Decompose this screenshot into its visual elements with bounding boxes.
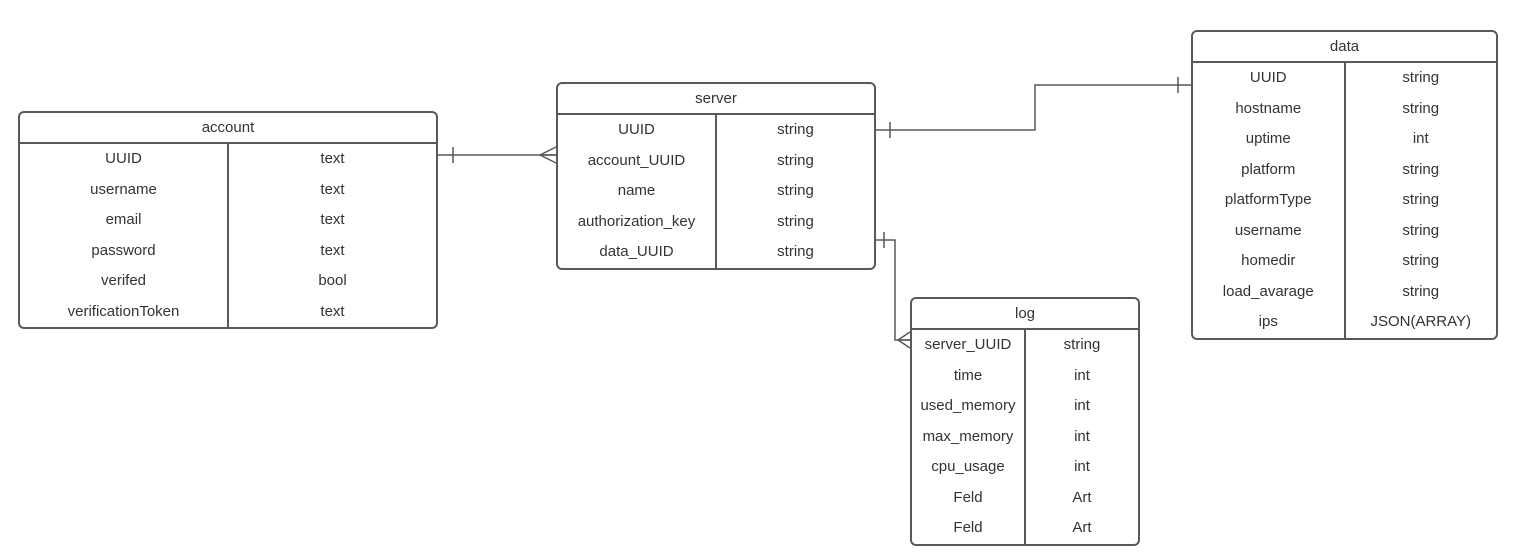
entity-title: data — [1193, 32, 1496, 63]
field-name: homedir — [1193, 246, 1344, 277]
field-type: string — [1346, 63, 1497, 94]
field-name: UUID — [1193, 63, 1344, 94]
field-name: used_memory — [912, 391, 1024, 422]
entity-log-types: string int int int int Art Art — [1026, 330, 1138, 544]
field-name: platformType — [1193, 185, 1344, 216]
field-type: int — [1026, 422, 1138, 453]
entity-log: log server_UUID time used_memory max_mem… — [910, 297, 1140, 546]
field-type: string — [1346, 94, 1497, 125]
field-name: username — [20, 175, 227, 206]
field-name: verifed — [20, 266, 227, 297]
field-type: int — [1346, 124, 1497, 155]
field-type: int — [1026, 361, 1138, 392]
field-type: Art — [1026, 513, 1138, 544]
entity-account-fields: UUID username email password verifed ver… — [20, 144, 229, 327]
entity-server: server UUID account_UUID name authorizat… — [556, 82, 876, 270]
field-type: Art — [1026, 483, 1138, 514]
field-name: name — [558, 176, 715, 207]
field-name: cpu_usage — [912, 452, 1024, 483]
field-type: string — [1346, 277, 1497, 308]
field-type: string — [1026, 330, 1138, 361]
entity-data-types: string string int string string string s… — [1346, 63, 1497, 338]
field-type: text — [229, 144, 436, 175]
field-name: UUID — [20, 144, 227, 175]
field-name: Feld — [912, 483, 1024, 514]
field-type: bool — [229, 266, 436, 297]
entity-account-types: text text text text bool text — [229, 144, 436, 327]
entity-server-types: string string string string string — [717, 115, 874, 268]
field-name: data_UUID — [558, 237, 715, 268]
field-type: string — [717, 237, 874, 268]
entity-data-fields: UUID hostname uptime platform platformTy… — [1193, 63, 1346, 338]
field-type: string — [717, 207, 874, 238]
field-name: password — [20, 236, 227, 267]
field-type: string — [717, 115, 874, 146]
entity-title: account — [20, 113, 436, 144]
field-type: text — [229, 236, 436, 267]
field-name: verificationToken — [20, 297, 227, 328]
field-type: int — [1026, 452, 1138, 483]
entity-account: account UUID username email password ver… — [18, 111, 438, 329]
field-type: text — [229, 175, 436, 206]
field-type: string — [1346, 155, 1497, 186]
entity-log-fields: server_UUID time used_memory max_memory … — [912, 330, 1026, 544]
field-name: authorization_key — [558, 207, 715, 238]
field-type: string — [1346, 246, 1497, 277]
field-name: hostname — [1193, 94, 1344, 125]
field-name: max_memory — [912, 422, 1024, 453]
entity-title: server — [558, 84, 874, 115]
entity-server-fields: UUID account_UUID name authorization_key… — [558, 115, 717, 268]
field-name: email — [20, 205, 227, 236]
field-name: UUID — [558, 115, 715, 146]
entity-data: data UUID hostname uptime platform platf… — [1191, 30, 1498, 340]
field-type: JSON(ARRAY) — [1346, 307, 1497, 338]
field-name: time — [912, 361, 1024, 392]
entity-title: log — [912, 299, 1138, 330]
field-name: ips — [1193, 307, 1344, 338]
field-name: load_avarage — [1193, 277, 1344, 308]
field-name: Feld — [912, 513, 1024, 544]
field-name: account_UUID — [558, 146, 715, 177]
field-name: server_UUID — [912, 330, 1024, 361]
er-diagram-canvas: account UUID username email password ver… — [0, 0, 1514, 552]
field-name: username — [1193, 216, 1344, 247]
field-type: string — [1346, 185, 1497, 216]
field-name: uptime — [1193, 124, 1344, 155]
field-type: text — [229, 205, 436, 236]
field-type: int — [1026, 391, 1138, 422]
field-type: string — [717, 146, 874, 177]
field-name: platform — [1193, 155, 1344, 186]
field-type: text — [229, 297, 436, 328]
field-type: string — [1346, 216, 1497, 247]
field-type: string — [717, 176, 874, 207]
